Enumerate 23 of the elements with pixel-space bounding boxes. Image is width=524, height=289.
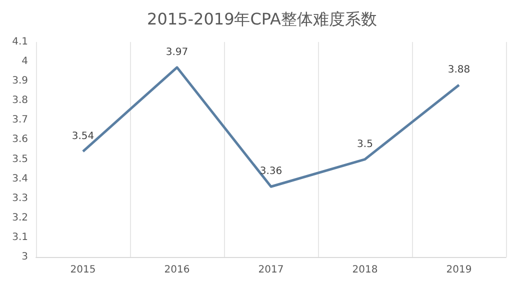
data-label: 3.36 <box>260 166 282 178</box>
data-label: 3.97 <box>166 46 188 58</box>
x-tick-label: 2015 <box>70 264 96 276</box>
data-label: 3.54 <box>72 130 94 142</box>
y-tick-label: 4 <box>22 56 28 68</box>
y-tick-label: 3.7 <box>12 114 28 126</box>
y-tick-label: 3.9 <box>12 76 28 87</box>
y-tick-label: 3.6 <box>12 134 28 146</box>
chart-title: 2015-2019年CPA整体难度系数 <box>147 10 377 28</box>
y-tick-label: 3.1 <box>12 232 28 243</box>
y-tick-label: 3.2 <box>12 212 28 224</box>
y-tick-label: 3 <box>22 252 28 262</box>
y-tick-label: 3.8 <box>12 95 28 106</box>
x-tick-label: 2019 <box>446 264 472 276</box>
x-tick-label: 2017 <box>258 264 284 276</box>
y-tick-label: 4.1 <box>12 36 28 48</box>
y-tick-label: 3.4 <box>12 173 28 184</box>
x-tick-label: 2018 <box>352 264 378 276</box>
data-label: 3.88 <box>448 64 470 76</box>
y-tick-label: 3.3 <box>12 192 28 204</box>
x-tick-label: 2016 <box>164 264 190 276</box>
y-tick-label: 3.5 <box>12 154 28 165</box>
data-label: 3.5 <box>357 138 373 150</box>
